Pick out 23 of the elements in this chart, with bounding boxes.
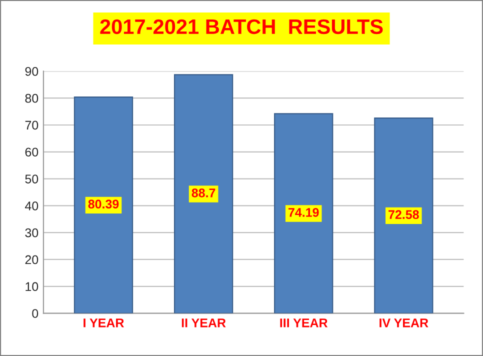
y-tick-label: 90	[25, 67, 38, 76]
x-tick-label: IV YEAR	[380, 318, 428, 328]
y-tick-label: 50	[25, 174, 38, 184]
y-tick-label: 0	[32, 309, 38, 318]
chart-title: 2017-2021 BATCH RESULTS	[100, 19, 383, 34]
bar	[274, 113, 334, 314]
data-label: 88.7	[192, 188, 216, 198]
y-tick-label: 10	[26, 282, 38, 292]
x-tick-label: II YEAR	[182, 318, 226, 328]
y-tick-label: 30	[25, 228, 38, 238]
y-tick-label: 20	[25, 255, 38, 264]
bar	[374, 118, 434, 314]
bar	[174, 74, 234, 314]
data-label: 72.58	[388, 210, 419, 220]
data-label: 74.19	[288, 208, 319, 217]
bar	[74, 96, 134, 314]
y-tick-label: 40	[24, 201, 38, 210]
x-tick-label: I YEAR	[84, 318, 124, 328]
x-tick-label: III YEAR	[280, 318, 328, 328]
data-label: 80.39	[88, 200, 119, 209]
y-tick-label: 80	[25, 94, 38, 103]
y-tick-label: 70	[25, 120, 38, 130]
y-tick-label: 60	[25, 148, 38, 157]
